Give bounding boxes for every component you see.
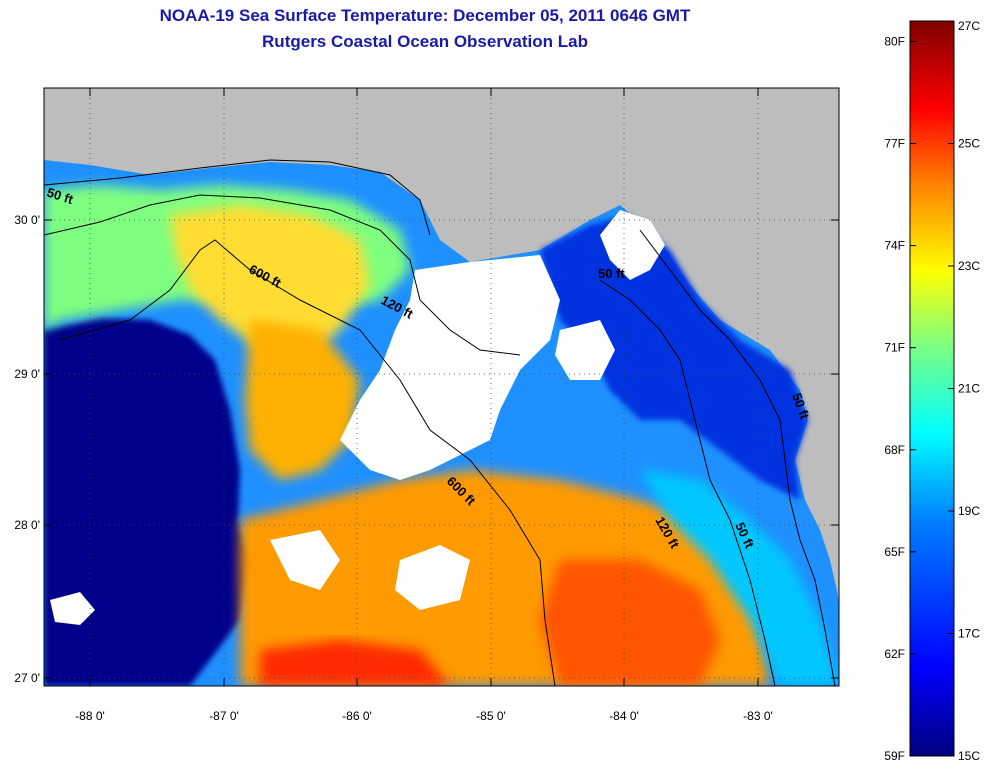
- map-frame: [43, 87, 840, 687]
- colorbar-fahrenheit-label: 80F: [884, 34, 905, 48]
- colorbar-celsius-label: 19C: [958, 504, 980, 518]
- longitude-labels: -88 0' -87 0' -86 0' -85 0' -84 0' -83 0': [75, 709, 773, 723]
- colorbar-celsius-label: 21C: [958, 382, 980, 396]
- cloud-cover-central: [340, 255, 560, 480]
- colorbar-celsius-label: 23C: [958, 259, 980, 273]
- axis-ticks: [44, 88, 839, 686]
- latitude-label: 28 0': [14, 518, 40, 532]
- cloud-cover-east-2: [555, 320, 615, 380]
- cloud-cover-east: [600, 210, 665, 280]
- colorbar-fahrenheit-label: 77F: [884, 137, 905, 151]
- colorbar-fahrenheit-label: 71F: [884, 341, 905, 355]
- colorbar-fahrenheit-labels: 80F 77F 74F 71F 68F 65F 62F 59F: [884, 34, 916, 763]
- colorbar: [909, 20, 955, 757]
- colorbar-celsius-labels: 27C 25C 23C 21C 19C 17C 15C: [948, 19, 980, 763]
- colorbar-fahrenheit-label: 65F: [884, 545, 905, 559]
- longitude-label: -86 0': [342, 709, 372, 723]
- contour-label: 50 ft: [598, 266, 625, 281]
- latitude-labels: 30 0' 29 0' 28 0' 27 0': [14, 213, 40, 685]
- warm-water-southeast: [540, 560, 720, 686]
- colorbar-fahrenheit-label: 62F: [884, 647, 905, 661]
- longitude-label: -85 0': [476, 709, 506, 723]
- contour-50ft-east: [639, 229, 836, 686]
- cloud-cover-southwest: [50, 592, 95, 625]
- latitude-label: 27 0': [14, 671, 40, 685]
- mid-shelf-east: [640, 470, 839, 686]
- contour-600ft: [59, 239, 556, 686]
- cloud-cover-south-2: [395, 545, 470, 610]
- colorbar-fahrenheit-label: 74F: [884, 239, 905, 253]
- hot-water-southwest: [260, 640, 450, 686]
- cloud-cover-south: [270, 530, 340, 590]
- colorbar-celsius-label: 27C: [958, 19, 980, 33]
- longitude-label: -88 0': [75, 709, 105, 723]
- warm-water-central: [245, 320, 360, 480]
- contour-50ft: [44, 159, 431, 236]
- latitude-label: 29 0': [14, 367, 40, 381]
- map-title: NOAA-19 Sea Surface Temperature: Decembe…: [159, 6, 691, 25]
- map-subtitle: Rutgers Coastal Ocean Observation Lab: [262, 32, 588, 51]
- longitude-label: -83 0': [743, 709, 773, 723]
- colorbar-celsius-label: 17C: [958, 627, 980, 641]
- latitude-label: 30 0': [14, 213, 40, 227]
- colorbar-fahrenheit-label: 59F: [884, 749, 905, 763]
- colorbar-celsius-label: 15C: [958, 749, 980, 763]
- cold-water-east: [540, 215, 808, 500]
- colorbar-fahrenheit-label: 68F: [884, 443, 905, 457]
- cold-water-west: [44, 318, 250, 686]
- contour-120ft-east: [599, 279, 776, 686]
- longitude-label: -87 0': [209, 709, 239, 723]
- longitude-label: -84 0': [609, 709, 639, 723]
- colorbar-celsius-label: 25C: [958, 137, 980, 151]
